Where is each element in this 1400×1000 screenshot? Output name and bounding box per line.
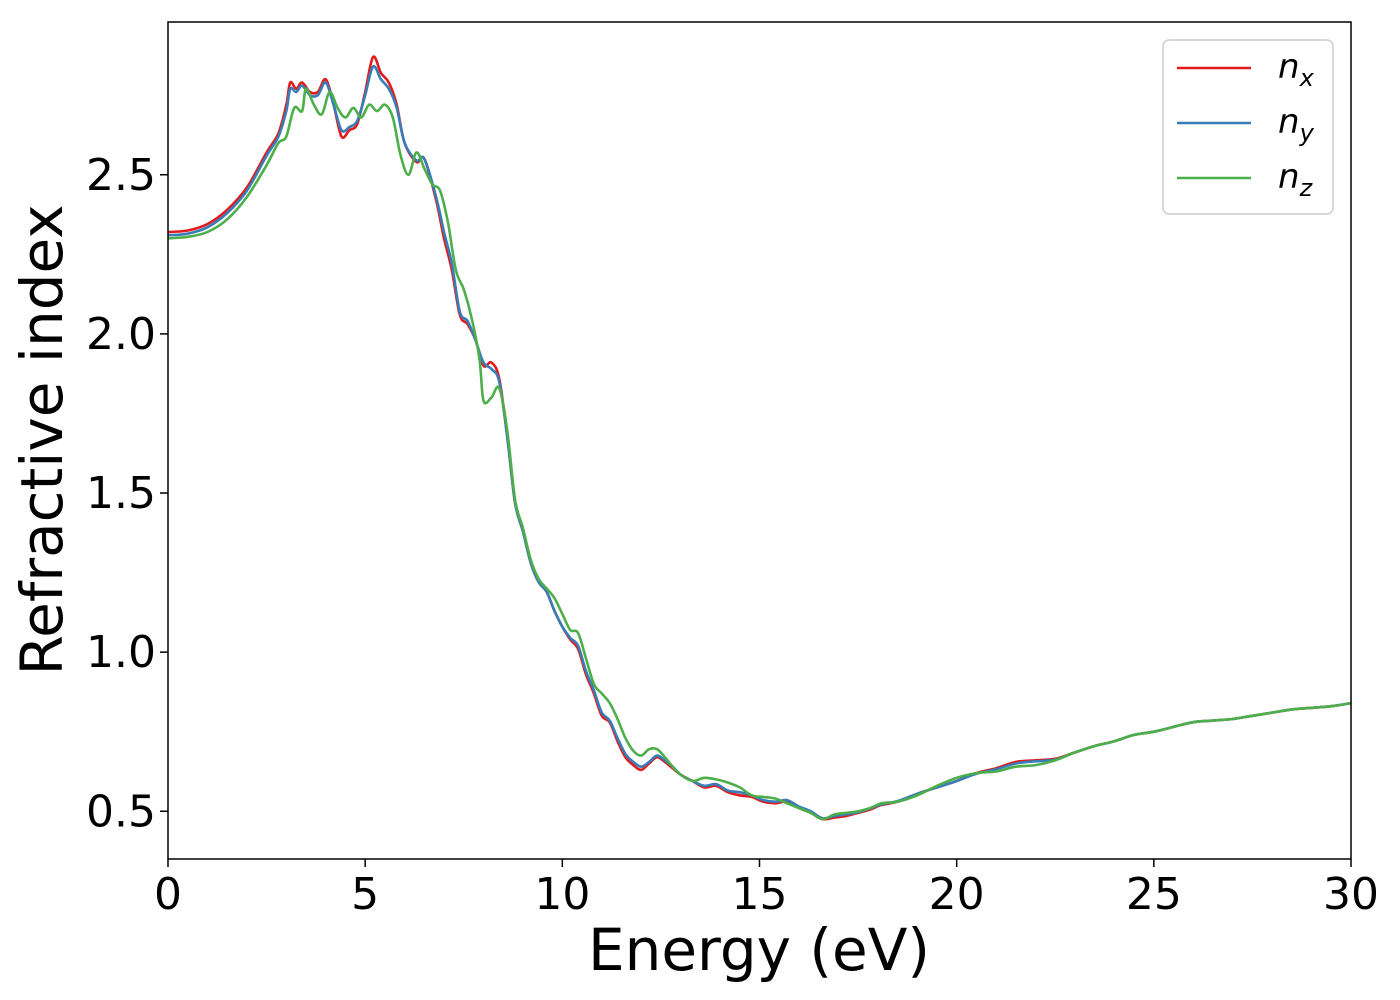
legend: nx ny nz xyxy=(1162,39,1334,215)
series-line-ny xyxy=(168,64,1351,820)
x-tick-label: 25 xyxy=(1126,869,1182,920)
y-tick-label: 1.5 xyxy=(86,468,156,519)
y-axis-title: Refractive index xyxy=(8,204,76,675)
y-tick-label: 2.5 xyxy=(86,150,156,201)
series-line-nz xyxy=(168,87,1351,821)
y-tick-label: 2.0 xyxy=(86,309,156,360)
x-tick-label: 15 xyxy=(732,869,788,920)
x-tick-label: 0 xyxy=(154,869,182,920)
x-tick-label: 30 xyxy=(1323,869,1379,920)
legend-box xyxy=(1162,39,1334,215)
x-tick-label: 10 xyxy=(534,869,590,920)
series-layer xyxy=(168,55,1351,821)
ticks-layer: 0 5 10 15 20 25 30 0.5 1.0 1.5 2.0 2.5 xyxy=(86,150,1379,920)
x-tick-label: 20 xyxy=(929,869,985,920)
y-tick-label: 1.0 xyxy=(86,627,156,678)
x-tick-label: 5 xyxy=(351,869,379,920)
y-tick-label: 0.5 xyxy=(86,786,156,837)
legend-label-nz: nz xyxy=(1278,157,1314,202)
x-axis-title: Energy (eV) xyxy=(588,916,930,984)
legend-label-nx: nx xyxy=(1278,47,1315,92)
legend-label-ny: ny xyxy=(1278,102,1315,147)
